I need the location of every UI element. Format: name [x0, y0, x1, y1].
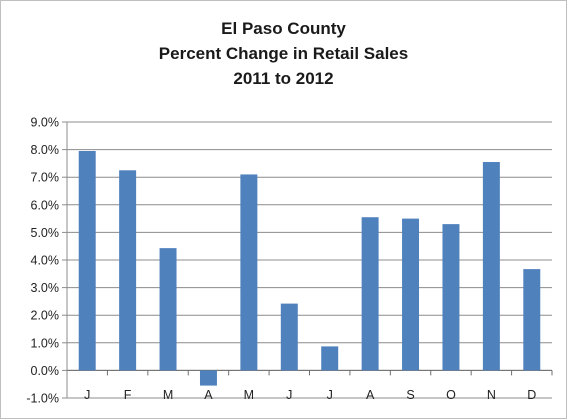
bar: [240, 174, 258, 371]
bar: [523, 269, 541, 371]
y-tick-label: 6.0%: [31, 198, 60, 212]
x-tick-label: M: [244, 388, 254, 402]
chart-title-line-2: Percent Change in Retail Sales: [158, 44, 409, 63]
bar: [361, 217, 379, 371]
x-tick-label: J: [327, 388, 333, 402]
bar: [321, 346, 339, 371]
y-tick-label: 3.0%: [31, 281, 60, 295]
x-tick-label: O: [446, 388, 456, 402]
bar: [482, 162, 500, 371]
x-tick-label: M: [163, 388, 173, 402]
x-tick-label: J: [286, 388, 292, 402]
x-tick-label: D: [527, 388, 536, 402]
x-tick-label: N: [487, 388, 496, 402]
y-tick-label: 1.0%: [31, 336, 60, 350]
y-tick-label: 5.0%: [31, 226, 60, 240]
chart-title: El Paso County Percent Change in Retail …: [0, 16, 567, 91]
y-tick-label: 8.0%: [31, 143, 60, 157]
y-tick-label: 7.0%: [31, 171, 60, 185]
bar: [402, 218, 420, 371]
y-tick-labels: 9.0% 8.0% 7.0% 6.0% 5.0% 4.0% 3.0% 2.0% 1.0% 0.0%…: [26, 116, 59, 406]
x-tick-label: A: [204, 388, 213, 402]
x-tick-label: F: [124, 388, 132, 402]
y-tick-label: -1.0%: [26, 392, 59, 406]
bar: [78, 150, 96, 371]
gridlines: [62, 121, 552, 399]
chart-title-line-3: 2011 to 2012: [233, 69, 334, 88]
x-tick-label: S: [406, 388, 414, 402]
chart-title-line-1: El Paso County: [221, 19, 346, 38]
bar: [119, 170, 137, 371]
y-tick-label: 4.0%: [31, 254, 60, 268]
axes: [66, 122, 553, 398]
bar: [280, 303, 298, 371]
y-tick-label: 2.0%: [31, 309, 60, 323]
bars: [78, 150, 541, 386]
bar: [442, 224, 460, 371]
y-tick-label: 9.0%: [31, 116, 60, 130]
x-tick-label: A: [366, 388, 375, 402]
y-tick-label: 0.0%: [31, 364, 60, 378]
x-tick-label: J: [84, 388, 90, 402]
bar: [159, 248, 177, 371]
bar: [199, 370, 217, 386]
